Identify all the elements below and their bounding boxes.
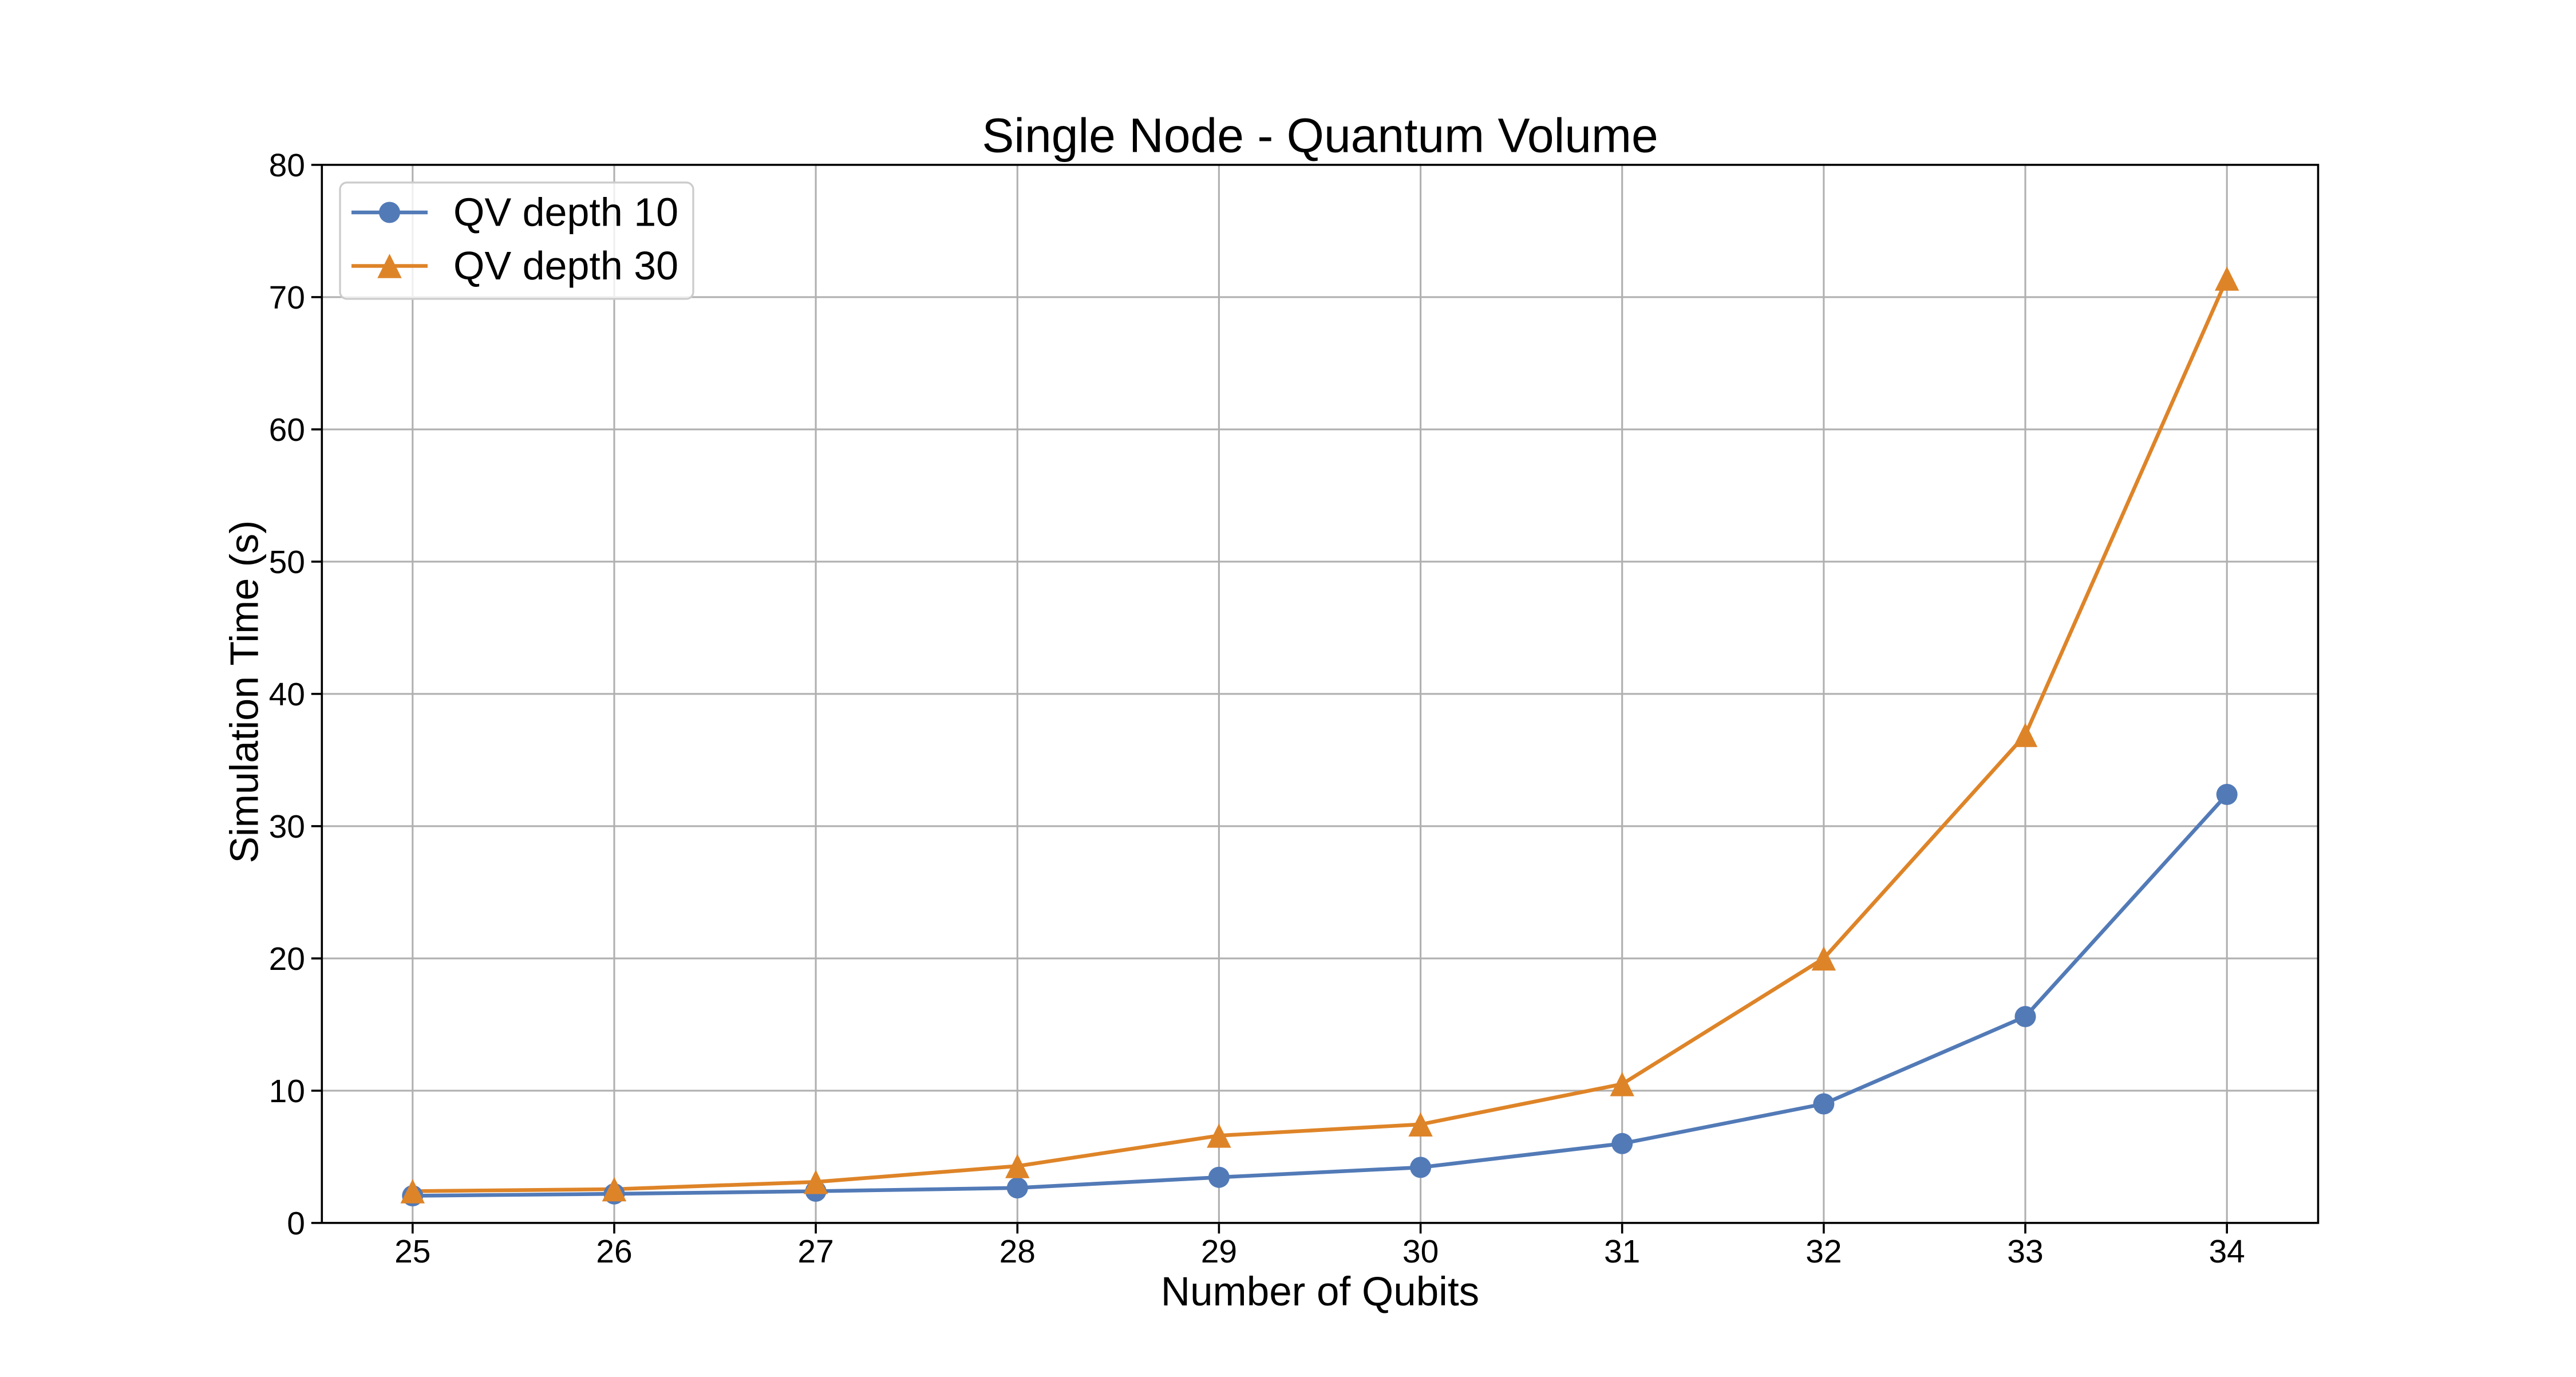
svg-text:70: 70 bbox=[269, 279, 305, 316]
svg-text:40: 40 bbox=[269, 676, 305, 713]
svg-text:30: 30 bbox=[1402, 1233, 1439, 1270]
svg-text:28: 28 bbox=[999, 1233, 1036, 1270]
svg-text:Single Node - Quantum Volume: Single Node - Quantum Volume bbox=[982, 109, 1658, 163]
svg-text:50: 50 bbox=[269, 544, 305, 581]
svg-text:Number of Qubits: Number of Qubits bbox=[1161, 1269, 1479, 1315]
svg-text:20: 20 bbox=[269, 941, 305, 977]
svg-text:34: 34 bbox=[2208, 1233, 2245, 1270]
svg-text:27: 27 bbox=[797, 1233, 833, 1270]
svg-text:10: 10 bbox=[269, 1073, 305, 1110]
svg-text:60: 60 bbox=[269, 412, 305, 448]
svg-text:QV depth 10: QV depth 10 bbox=[453, 190, 678, 235]
svg-text:33: 33 bbox=[2007, 1233, 2043, 1270]
svg-text:0: 0 bbox=[287, 1205, 305, 1242]
svg-text:32: 32 bbox=[1805, 1233, 1842, 1270]
svg-text:29: 29 bbox=[1201, 1233, 1237, 1270]
svg-text:QV depth 30: QV depth 30 bbox=[453, 243, 678, 288]
svg-text:30: 30 bbox=[269, 808, 305, 845]
svg-text:31: 31 bbox=[1604, 1233, 1640, 1270]
svg-text:80: 80 bbox=[269, 147, 305, 184]
svg-text:Simulation Time (s): Simulation Time (s) bbox=[222, 520, 267, 863]
svg-text:25: 25 bbox=[394, 1233, 430, 1270]
svg-text:26: 26 bbox=[596, 1233, 632, 1270]
